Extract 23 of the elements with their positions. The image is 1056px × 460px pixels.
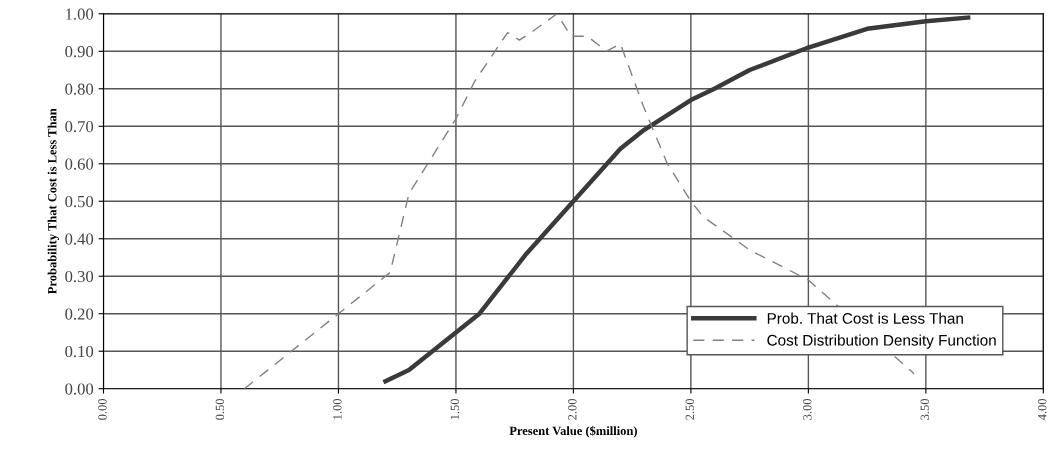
x-tick-label: 3.00 xyxy=(803,398,812,420)
y-tick-label: 1.00 xyxy=(66,8,94,20)
x-tick-label: 1.00 xyxy=(333,398,342,420)
x-tick-label: 3.50 xyxy=(920,398,930,420)
x-tick-label: 2.50 xyxy=(685,398,695,420)
y-axis-title: Probability That Cost is Less Than xyxy=(47,108,60,294)
legend-label: Cost Distribution Density Function xyxy=(767,334,996,349)
y-tick-label: 0.40 xyxy=(65,233,94,245)
x-tick-label: 4.00 xyxy=(1038,398,1047,421)
x-tick-label: 0.50 xyxy=(215,398,225,420)
y-tick-label: 0.20 xyxy=(65,308,94,320)
y-tick-label: 0.00 xyxy=(65,383,94,395)
y-tick-label: 0.50 xyxy=(65,195,94,208)
x-axis-title: Present Value ($million) xyxy=(509,425,637,438)
y-tick-label: 0.90 xyxy=(65,45,94,58)
y-tick-label: 0.10 xyxy=(65,345,94,358)
y-tick-label: 0.80 xyxy=(65,83,94,95)
y-tick-label: 0.60 xyxy=(65,158,94,170)
legend-label: Prob. That Cost is Less Than xyxy=(767,312,963,324)
x-tick-label: 2.00 xyxy=(568,398,577,420)
y-tick-label: 0.30 xyxy=(65,270,94,283)
x-tick-label: 1.50 xyxy=(450,398,460,420)
y-tick-label: 0.70 xyxy=(65,120,94,133)
